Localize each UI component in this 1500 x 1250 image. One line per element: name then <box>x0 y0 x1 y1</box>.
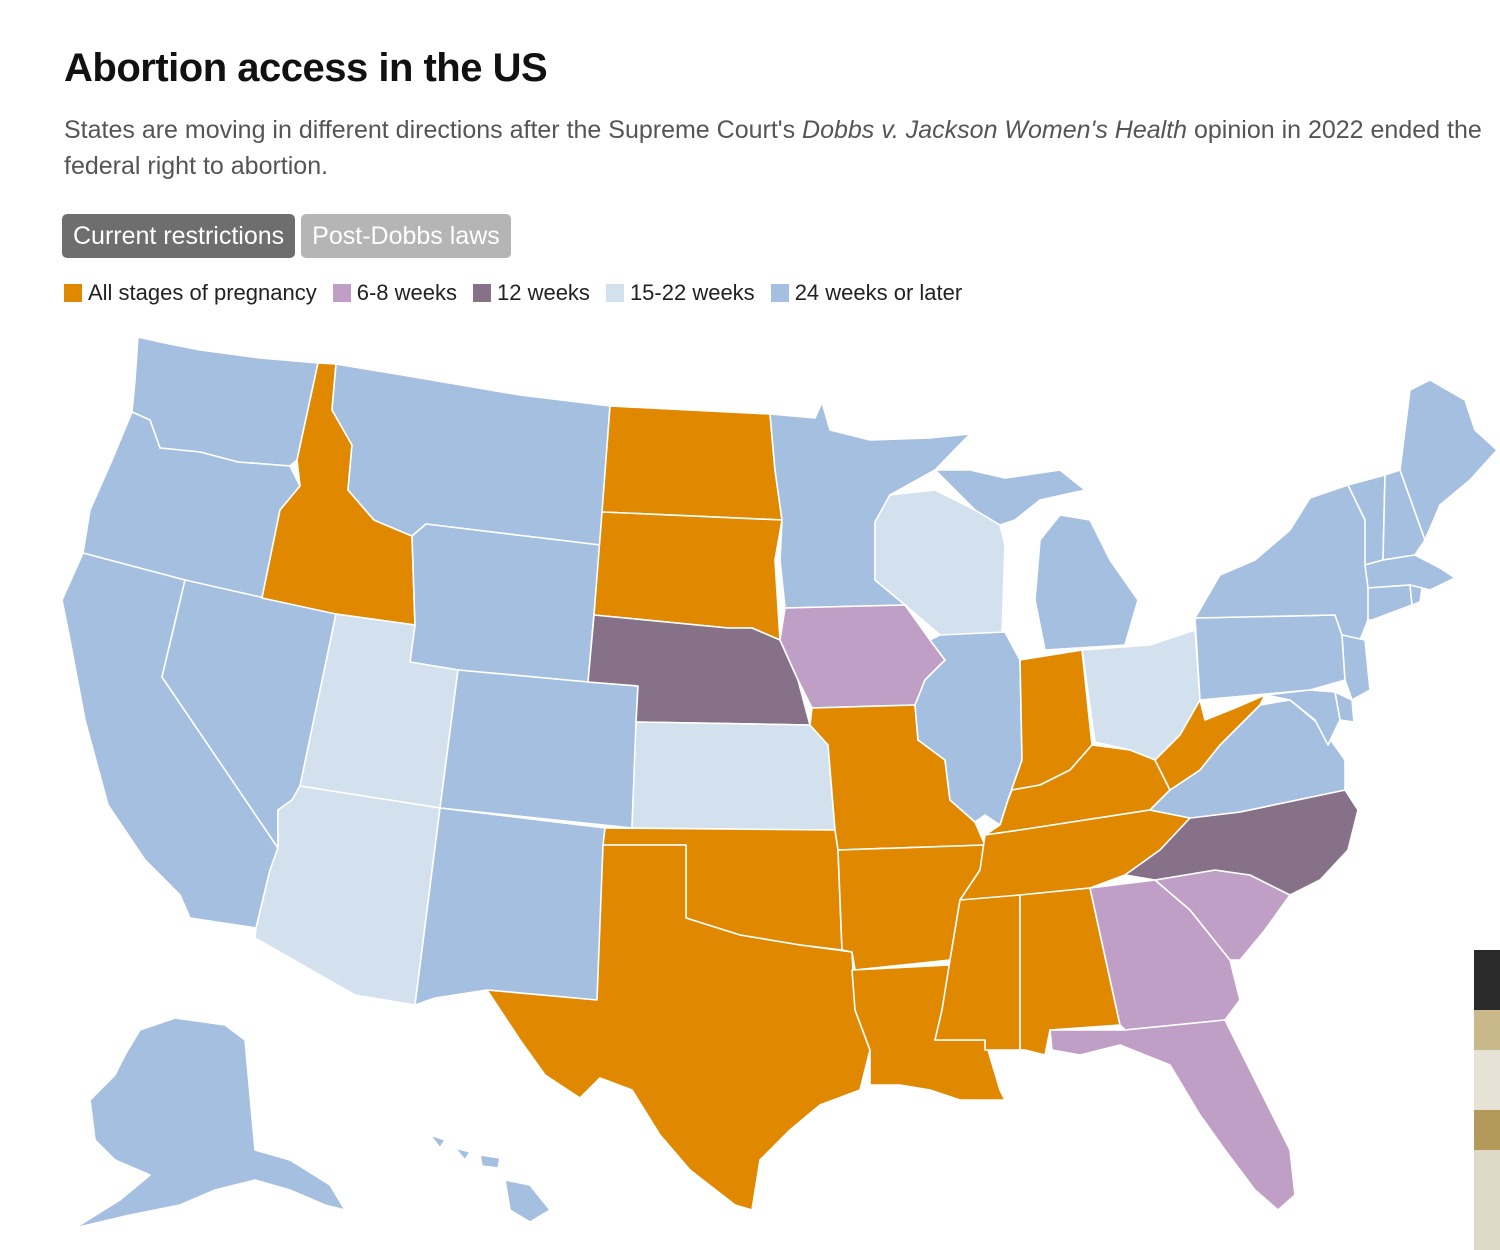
legend-label: 12 weeks <box>496 280 590 305</box>
state-texas[interactable] <box>486 844 871 1211</box>
state-maine[interactable] <box>1399 379 1498 541</box>
state-hawaii[interactable] <box>429 1134 551 1223</box>
state-nebraska[interactable] <box>587 614 811 726</box>
state-new-york[interactable] <box>1194 484 1371 641</box>
subtitle-text-1: States are moving in different direction… <box>64 116 803 144</box>
state-colorado[interactable] <box>439 669 639 829</box>
map-legend: All stages of pregnancy 6-8 weeks 12 wee… <box>64 280 978 306</box>
states-layer <box>61 336 1498 1229</box>
legend-item-24-weeks: 24 weeks or later <box>770 280 963 306</box>
state-rhode-island[interactable] <box>1409 584 1423 606</box>
state-pennsylvania[interactable] <box>1194 614 1346 701</box>
page-subtitle: States are moving in different direction… <box>64 112 1484 184</box>
legend-item-all-stages: All stages of pregnancy <box>64 280 317 306</box>
legend-swatch <box>472 284 491 302</box>
legend-label: 15-22 weeks <box>629 280 755 305</box>
partial-photo-thumbnail <box>1474 950 1500 1250</box>
state-wisconsin[interactable] <box>874 489 1006 636</box>
state-wyoming[interactable] <box>409 523 601 683</box>
legend-swatch <box>332 284 351 302</box>
state-arizona[interactable] <box>254 785 441 1006</box>
state-alaska[interactable] <box>74 1017 346 1229</box>
state-montana[interactable] <box>331 363 611 546</box>
tab-current-restrictions[interactable]: Current restrictions <box>62 214 296 258</box>
legend-swatch <box>770 284 789 302</box>
state-maryland[interactable] <box>1264 689 1341 746</box>
page-title: Abortion access in the US <box>64 46 548 90</box>
state-michigan[interactable] <box>934 469 1139 651</box>
legend-swatch <box>64 284 82 302</box>
tab-post-dobbs-laws[interactable]: Post-Dobbs laws <box>301 214 511 258</box>
legend-label: 6-8 weeks <box>356 280 457 305</box>
subtitle-case-name: Dobbs v. Jackson Women's Health <box>802 116 1188 144</box>
legend-item-12-weeks: 12 weeks <box>472 280 590 306</box>
legend-item-6-8-weeks: 6-8 weeks <box>332 280 457 306</box>
legend-swatch <box>605 284 624 302</box>
state-kansas[interactable] <box>631 721 836 831</box>
state-north-dakota[interactable] <box>601 405 783 521</box>
state-connecticut[interactable] <box>1367 584 1413 621</box>
legend-label: 24 weeks or later <box>794 280 963 305</box>
state-florida[interactable] <box>1049 1019 1296 1211</box>
legend-item-15-22-weeks: 15-22 weeks <box>605 280 755 306</box>
state-new-hampshire[interactable] <box>1382 469 1426 561</box>
legend-label: All stages of pregnancy <box>88 280 317 305</box>
view-tabs: Current restrictions Post-Dobbs laws <box>62 214 511 258</box>
state-new-mexico[interactable] <box>414 807 606 1006</box>
subtitle-text-2: opinion in 2022 ended the federal right … <box>64 116 1482 180</box>
state-new-jersey[interactable] <box>1341 634 1371 701</box>
